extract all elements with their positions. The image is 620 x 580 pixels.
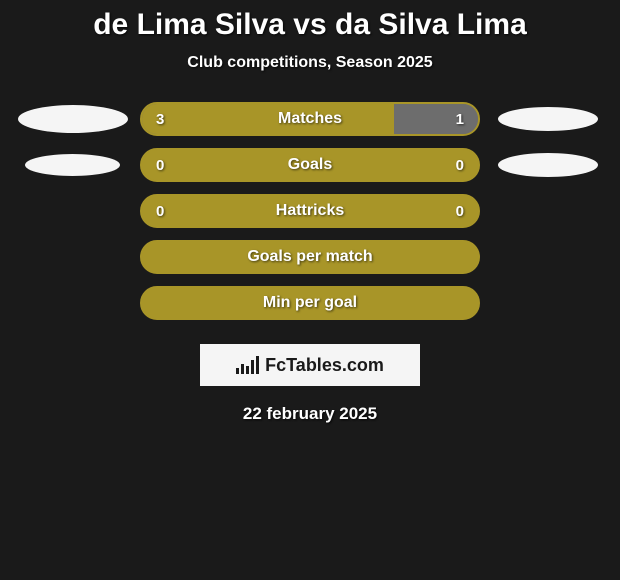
stat-bar-goals-per-match: Goals per match bbox=[140, 240, 480, 274]
stat-bar-matches: 3 Matches 1 bbox=[140, 102, 480, 136]
stat-value-left: 0 bbox=[156, 157, 164, 174]
stat-label: Min per goal bbox=[263, 294, 357, 312]
page-title: de Lima Silva vs da Silva Lima bbox=[93, 8, 527, 42]
stat-row-goals: 0 Goals 0 bbox=[0, 148, 620, 182]
stat-value-right: 0 bbox=[456, 203, 464, 220]
bar-fill-left bbox=[142, 104, 394, 134]
avatar-left-2 bbox=[15, 154, 130, 176]
stat-bar-goals: 0 Goals 0 bbox=[140, 148, 480, 182]
avatar-left-1 bbox=[15, 105, 130, 133]
avatar-right-1 bbox=[490, 107, 605, 131]
stat-bar-min-per-goal: Min per goal bbox=[140, 286, 480, 320]
fctables-logo: FcTables.com bbox=[200, 344, 420, 386]
stat-label: Hattricks bbox=[276, 202, 344, 220]
stat-value-right: 1 bbox=[456, 111, 464, 128]
stat-row-matches: 3 Matches 1 bbox=[0, 102, 620, 136]
avatar-ellipse bbox=[498, 107, 598, 131]
stat-value-left: 0 bbox=[156, 203, 164, 220]
avatar-ellipse bbox=[25, 154, 120, 176]
avatar-ellipse bbox=[498, 153, 598, 177]
stat-value-right: 0 bbox=[456, 157, 464, 174]
stat-row-goals-per-match: Goals per match bbox=[0, 240, 620, 274]
stat-bar-hattricks: 0 Hattricks 0 bbox=[140, 194, 480, 228]
stat-label: Matches bbox=[278, 110, 342, 128]
page-subtitle: Club competitions, Season 2025 bbox=[187, 54, 432, 72]
stat-value-left: 3 bbox=[156, 111, 164, 128]
stat-label: Goals bbox=[288, 156, 332, 174]
avatar-ellipse bbox=[18, 105, 128, 133]
avatar-right-2 bbox=[490, 153, 605, 177]
chart-icon bbox=[236, 356, 259, 374]
stat-label: Goals per match bbox=[247, 248, 372, 266]
date-text: 22 february 2025 bbox=[243, 404, 377, 424]
stat-row-hattricks: 0 Hattricks 0 bbox=[0, 194, 620, 228]
bar-fill-right bbox=[394, 104, 478, 134]
logo-text: FcTables.com bbox=[265, 355, 384, 376]
stat-row-min-per-goal: Min per goal bbox=[0, 286, 620, 320]
